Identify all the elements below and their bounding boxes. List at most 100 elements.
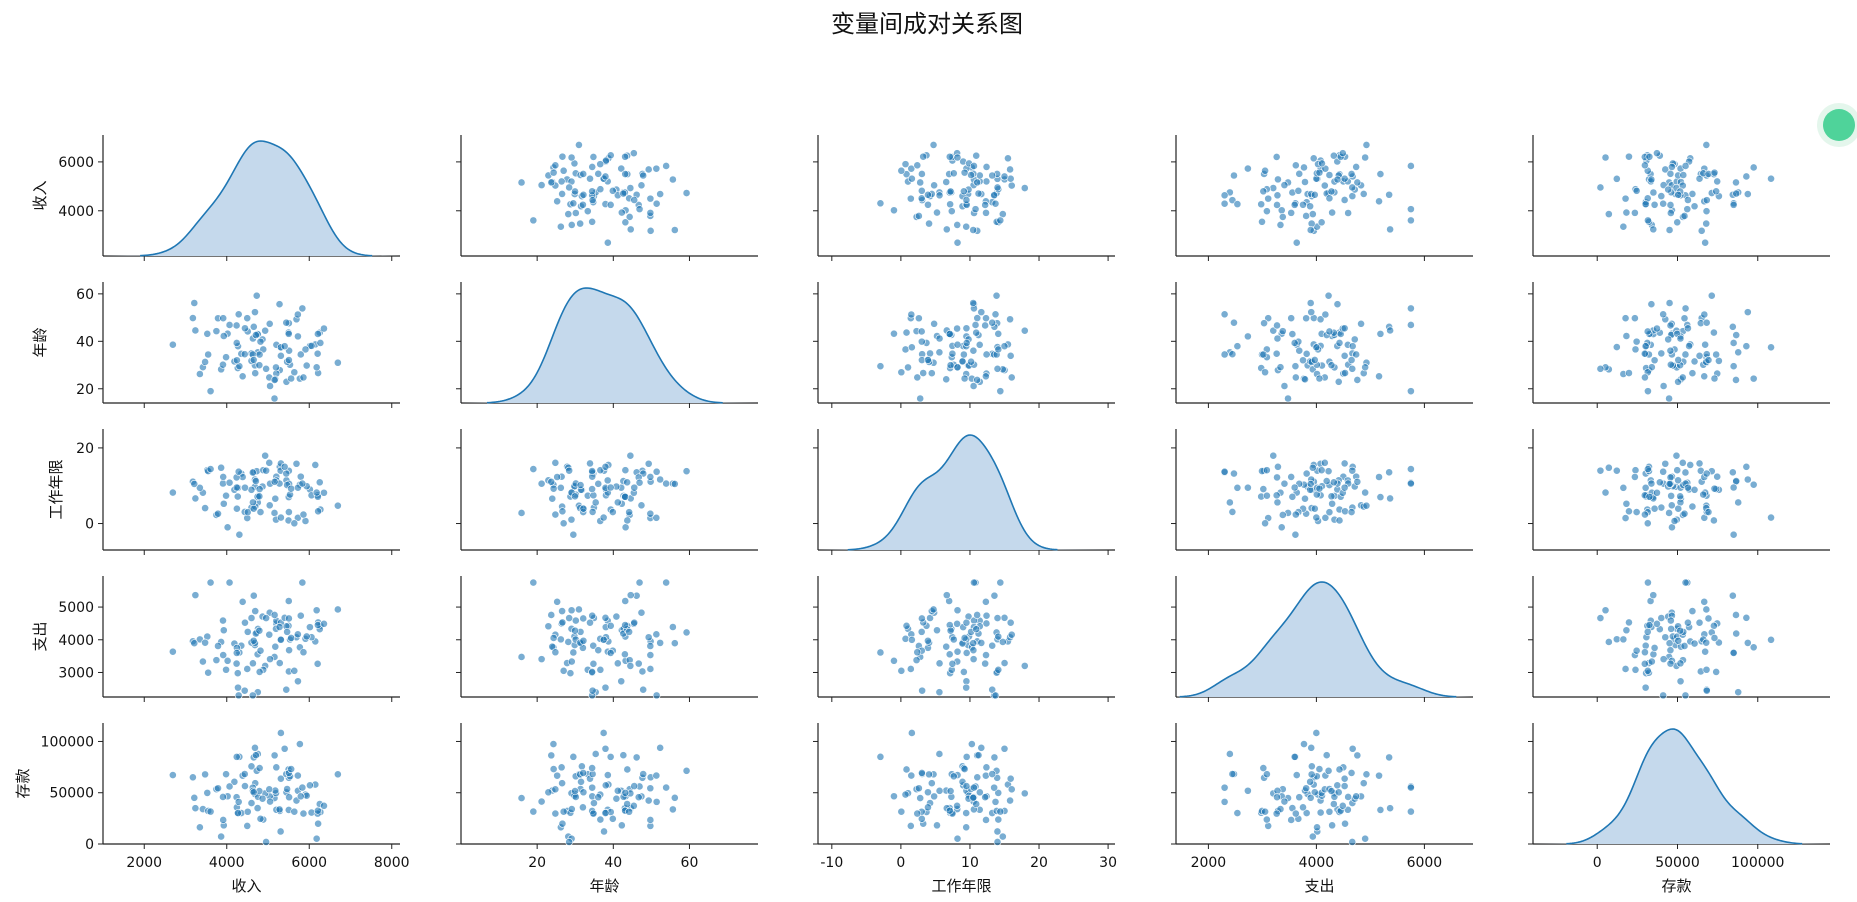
scatter-point — [953, 834, 962, 843]
scatter-point — [974, 189, 983, 198]
scatter-point — [670, 226, 679, 234]
scatter-point — [256, 646, 265, 655]
scatter-point — [1361, 153, 1370, 162]
scatter-point — [1701, 238, 1710, 247]
scatter-point — [1347, 170, 1356, 178]
scatter-point — [285, 793, 293, 802]
scatter-point — [558, 819, 567, 828]
scatter-point — [1641, 373, 1649, 382]
scatter-point — [1291, 530, 1300, 539]
kde-line-spend — [1179, 581, 1457, 698]
scatter-point — [917, 814, 926, 823]
scatter-point — [547, 751, 556, 760]
scatter-point — [1743, 475, 1752, 484]
scatter-point — [251, 743, 259, 752]
yaxis-label-tenure: 工作年限 — [47, 459, 65, 519]
scatter-point — [256, 814, 265, 823]
scatter-point — [557, 763, 566, 772]
scatter-point — [1673, 466, 1682, 475]
scatter-point — [1262, 815, 1271, 824]
scatter-point — [1621, 665, 1630, 673]
scatter-point — [571, 209, 580, 217]
scatter-point — [925, 219, 933, 228]
xtick-label-income: 4000 — [209, 855, 245, 871]
scatter-point — [190, 793, 199, 802]
scatter-point — [630, 196, 639, 204]
scatter-point — [1328, 208, 1337, 217]
scatter-point — [646, 642, 655, 650]
scatter-point — [251, 607, 260, 616]
scatter-point — [917, 327, 926, 336]
scatter-point — [1659, 199, 1668, 208]
scatter-point — [1278, 511, 1287, 519]
scatter-point — [247, 799, 256, 807]
scatter-point — [1644, 578, 1652, 587]
scatter-point — [225, 321, 234, 329]
scatter-point — [1695, 459, 1704, 468]
scatter-point — [626, 591, 635, 600]
scatter-point — [557, 177, 566, 186]
scatter-point — [942, 178, 951, 186]
scatter-point — [282, 685, 291, 694]
scatter-point — [1749, 163, 1758, 172]
xtick-label-spend: 4000 — [1299, 855, 1335, 871]
scatter-point — [918, 769, 926, 777]
scatter-point — [1681, 468, 1690, 477]
scatter-point — [1644, 216, 1652, 225]
scatter-point — [625, 508, 634, 517]
scatter-point — [646, 509, 655, 518]
scatter-point — [233, 492, 242, 501]
scatter-point — [603, 476, 612, 485]
scatter-point — [1329, 800, 1338, 808]
scatter-point — [1657, 503, 1666, 512]
scatter-point — [1650, 200, 1659, 209]
scatter-point — [953, 340, 962, 349]
scatter-point — [1612, 635, 1621, 644]
scatter-point — [1666, 360, 1675, 369]
scatter-point — [601, 462, 610, 471]
scatter-point — [919, 152, 928, 161]
scatter-point — [1601, 153, 1610, 162]
scatter-point — [255, 626, 264, 635]
scatter-point — [238, 597, 247, 606]
scatter-point — [262, 364, 271, 373]
scatter-point — [1601, 606, 1610, 615]
scatter-point — [935, 688, 944, 697]
scatter-point — [569, 530, 578, 539]
scatter-point — [1375, 771, 1383, 780]
scatter-point — [1596, 466, 1605, 475]
scatter-point — [588, 187, 597, 196]
scatter-point — [1625, 618, 1633, 627]
scatter-point — [1661, 633, 1670, 642]
scatter-point — [1743, 308, 1752, 317]
scatter-point — [249, 591, 258, 600]
scatter-point — [232, 649, 241, 657]
scatter-point — [564, 210, 573, 219]
scatter-point — [967, 740, 976, 748]
scatter-point — [287, 765, 296, 773]
scatter-point — [298, 479, 307, 488]
scatter-point — [579, 803, 587, 812]
scatter-point — [1243, 483, 1252, 492]
scatter-point — [296, 472, 305, 481]
kde-fill-spend — [1176, 582, 1473, 697]
scatter-point — [635, 205, 644, 214]
scatter-point — [662, 162, 671, 170]
scatter-point — [1641, 648, 1649, 657]
scatter-point — [588, 508, 597, 516]
scatter-point — [1666, 616, 1675, 625]
scatter-point — [996, 387, 1005, 396]
scatter-point — [290, 666, 299, 675]
scatter-point — [1288, 330, 1297, 338]
scatter-point — [275, 623, 284, 631]
scatter-point — [913, 809, 922, 818]
scatter-point — [981, 597, 990, 606]
scatter-point — [935, 334, 944, 343]
scatter-point — [1645, 492, 1654, 501]
scatter-point — [646, 651, 655, 659]
scatter-point — [567, 606, 576, 615]
scatter-point — [946, 626, 955, 635]
scatter-point — [1621, 514, 1630, 522]
assistant-badge-icon[interactable] — [1817, 103, 1857, 147]
scatter-point — [975, 788, 984, 797]
